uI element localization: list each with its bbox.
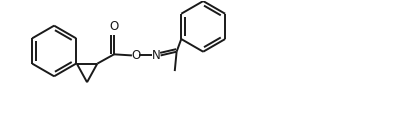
Text: O: O: [109, 20, 118, 33]
Text: N: N: [152, 49, 160, 62]
Text: O: O: [131, 49, 140, 62]
